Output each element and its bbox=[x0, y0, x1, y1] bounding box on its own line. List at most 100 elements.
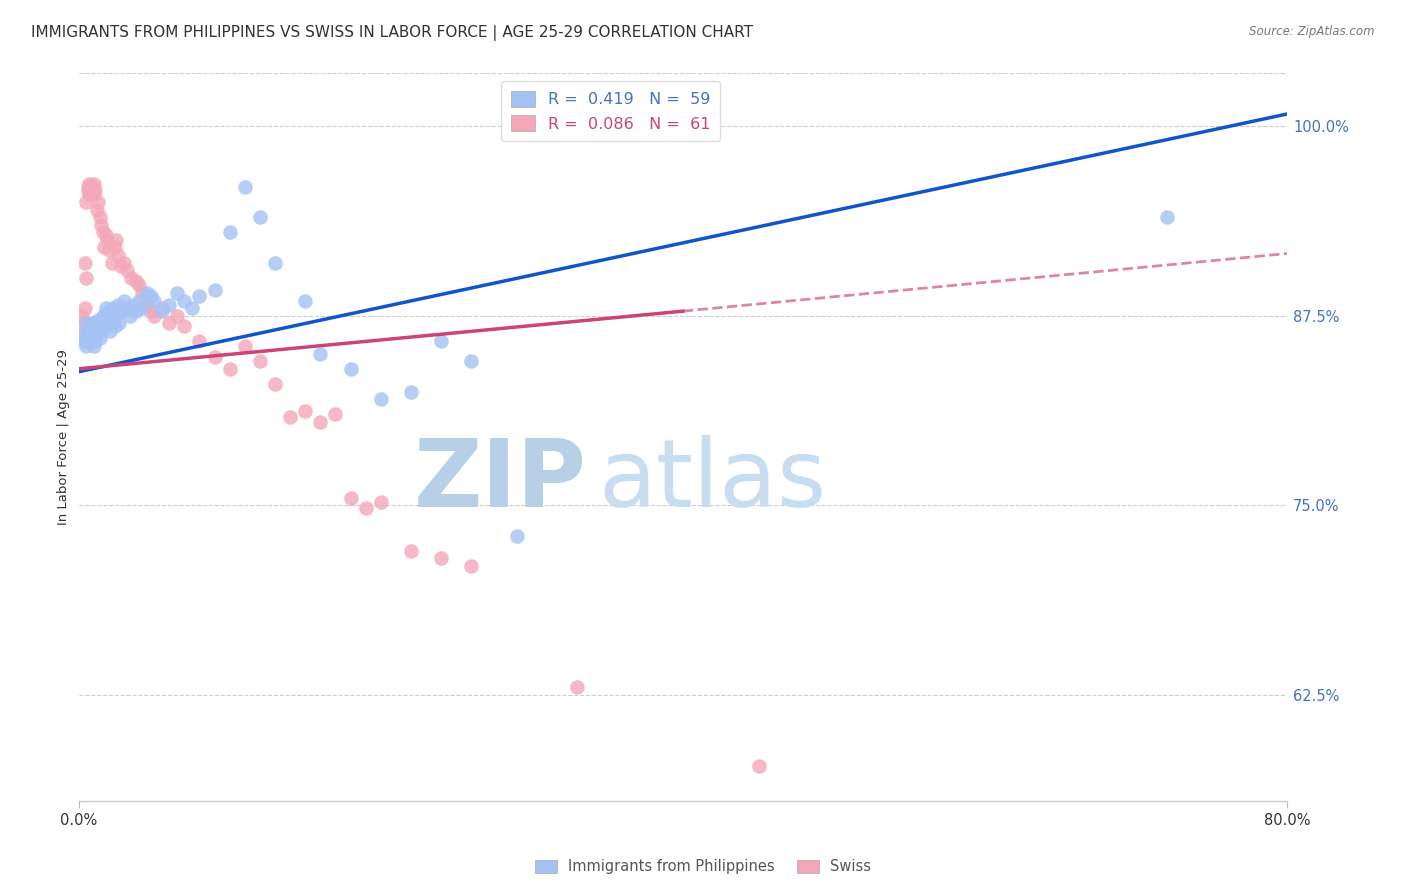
Point bbox=[506, 529, 529, 543]
Point bbox=[309, 346, 332, 360]
Point bbox=[96, 233, 118, 247]
Legend: R =  0.419   N =  59, R =  0.086   N =  61: R = 0.419 N = 59, R = 0.086 N = 61 bbox=[501, 81, 720, 141]
Point bbox=[105, 309, 128, 323]
Point bbox=[399, 544, 422, 558]
Point bbox=[218, 225, 240, 239]
Point bbox=[204, 283, 226, 297]
Point bbox=[70, 331, 93, 345]
Point bbox=[87, 313, 110, 327]
Point bbox=[90, 324, 112, 338]
Point bbox=[91, 225, 114, 239]
Point bbox=[97, 244, 120, 258]
Point bbox=[75, 316, 97, 330]
Point bbox=[218, 361, 240, 376]
Point bbox=[104, 319, 127, 334]
Point bbox=[115, 301, 138, 315]
Point bbox=[150, 301, 173, 315]
Point bbox=[370, 495, 392, 509]
Point bbox=[131, 301, 153, 315]
Point bbox=[370, 392, 392, 406]
Point bbox=[83, 339, 105, 353]
Point bbox=[112, 255, 135, 269]
Point bbox=[131, 285, 153, 300]
Point bbox=[110, 259, 132, 273]
Point bbox=[249, 210, 271, 224]
Point bbox=[157, 316, 180, 330]
Point bbox=[89, 331, 111, 345]
Point bbox=[75, 339, 97, 353]
Point bbox=[166, 285, 188, 300]
Point bbox=[73, 328, 96, 343]
Point bbox=[76, 179, 98, 194]
Point bbox=[294, 293, 316, 308]
Point bbox=[69, 328, 91, 343]
Point bbox=[309, 415, 332, 429]
Point bbox=[294, 404, 316, 418]
Point bbox=[100, 313, 122, 327]
Point bbox=[339, 491, 361, 505]
Point bbox=[157, 298, 180, 312]
Point bbox=[82, 316, 104, 330]
Point bbox=[339, 361, 361, 376]
Point bbox=[135, 298, 157, 312]
Point bbox=[72, 316, 94, 330]
Point bbox=[103, 301, 125, 315]
Point bbox=[430, 551, 453, 566]
Point bbox=[430, 334, 453, 349]
Point bbox=[93, 319, 115, 334]
Point bbox=[86, 202, 108, 217]
Point bbox=[135, 285, 157, 300]
Point bbox=[188, 334, 211, 349]
Point bbox=[166, 309, 188, 323]
Point bbox=[83, 187, 105, 202]
Point bbox=[264, 376, 287, 391]
Point bbox=[79, 331, 101, 345]
Point bbox=[173, 319, 195, 334]
Y-axis label: In Labor Force | Age 25-29: In Labor Force | Age 25-29 bbox=[58, 349, 70, 525]
Point bbox=[94, 228, 117, 243]
Text: Source: ZipAtlas.com: Source: ZipAtlas.com bbox=[1250, 25, 1375, 38]
Point bbox=[91, 309, 114, 323]
Point bbox=[96, 316, 118, 330]
Point bbox=[118, 309, 141, 323]
Point bbox=[75, 194, 97, 209]
Point bbox=[87, 194, 110, 209]
Point bbox=[77, 177, 100, 191]
Point bbox=[460, 559, 482, 574]
Point bbox=[1156, 210, 1178, 224]
Point bbox=[107, 248, 129, 262]
Point bbox=[115, 263, 138, 277]
Point bbox=[93, 240, 115, 254]
Text: IMMIGRANTS FROM PHILIPPINES VS SWISS IN LABOR FORCE | AGE 25-29 CORRELATION CHAR: IMMIGRANTS FROM PHILIPPINES VS SWISS IN … bbox=[31, 25, 754, 41]
Point bbox=[112, 293, 135, 308]
Point bbox=[84, 183, 107, 197]
Point bbox=[180, 301, 202, 315]
Point bbox=[70, 309, 93, 323]
Point bbox=[82, 179, 104, 194]
Point bbox=[354, 501, 377, 516]
Point bbox=[150, 304, 173, 318]
Point bbox=[79, 183, 101, 197]
Point bbox=[233, 339, 256, 353]
Point bbox=[278, 410, 301, 425]
Point bbox=[249, 354, 271, 368]
Point bbox=[77, 187, 100, 202]
Point bbox=[83, 177, 105, 191]
Point bbox=[173, 293, 195, 308]
Point bbox=[120, 270, 142, 285]
Point bbox=[76, 334, 98, 349]
Point bbox=[89, 210, 111, 224]
Point bbox=[188, 289, 211, 303]
Point bbox=[125, 274, 148, 288]
Point bbox=[204, 350, 226, 364]
Point bbox=[139, 289, 162, 303]
Point bbox=[143, 293, 166, 308]
Point bbox=[325, 407, 347, 421]
Text: ZIP: ZIP bbox=[413, 434, 586, 527]
Point bbox=[75, 270, 97, 285]
Point bbox=[105, 233, 128, 247]
Point bbox=[108, 316, 131, 330]
Point bbox=[83, 328, 105, 343]
Point bbox=[125, 304, 148, 318]
Point bbox=[128, 278, 150, 293]
